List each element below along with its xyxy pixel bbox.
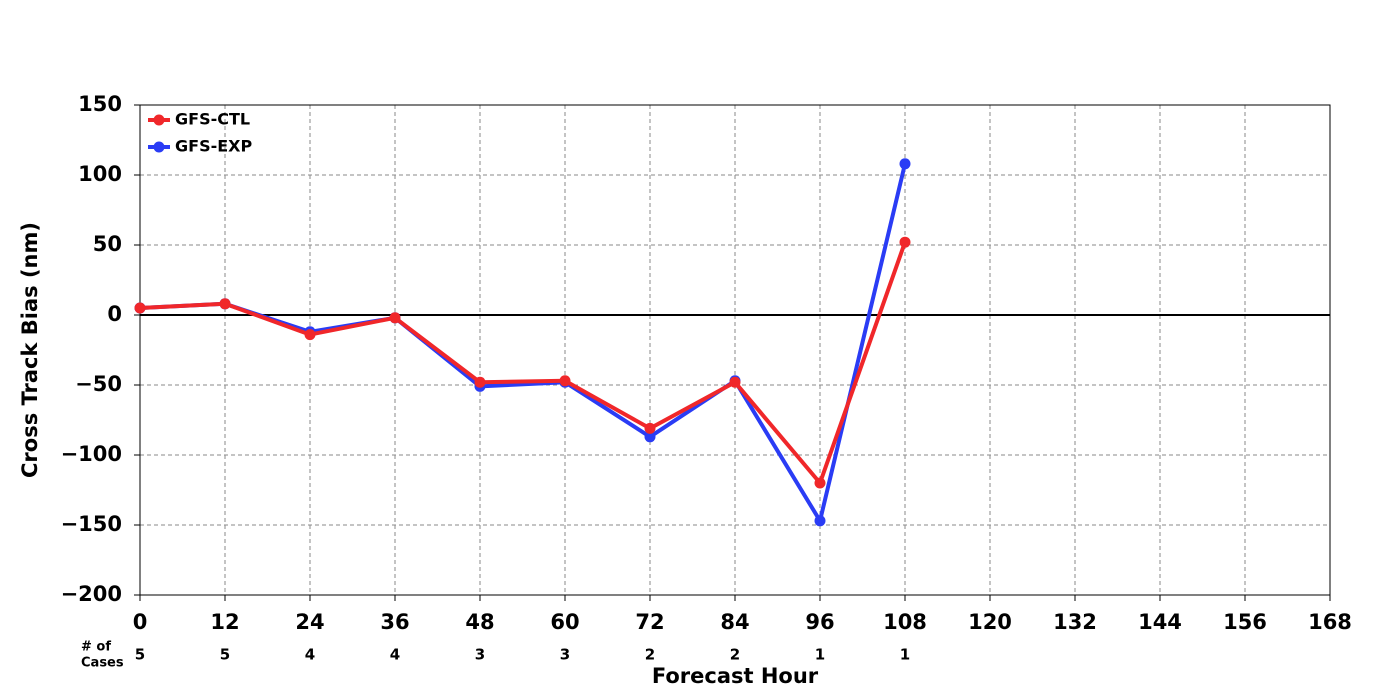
data-point	[899, 158, 911, 170]
data-point	[219, 298, 231, 310]
case-count: 2	[730, 646, 740, 664]
case-count: 4	[305, 646, 315, 664]
x-tick-label: 84	[720, 610, 749, 634]
data-point	[389, 312, 401, 324]
x-tick-label: 72	[635, 610, 664, 634]
data-point	[474, 376, 486, 388]
series-line	[139, 163, 907, 523]
x-axis-label: Forecast Hour	[652, 664, 819, 688]
x-tick-label: 0	[133, 610, 148, 634]
x-tick-label: 12	[210, 610, 239, 634]
case-count: 3	[475, 646, 485, 664]
data-point	[559, 375, 571, 387]
case-count: 1	[900, 646, 910, 664]
x-tick-label: 156	[1223, 610, 1267, 634]
y-tick-label: 100	[78, 162, 122, 186]
x-tick-label: 132	[1053, 610, 1097, 634]
data-point	[134, 302, 146, 314]
case-count: 2	[645, 646, 655, 664]
y-tick-label: −200	[61, 582, 122, 606]
x-tick-label: 168	[1308, 610, 1352, 634]
case-count: 3	[560, 646, 570, 664]
x-tick-label: 36	[380, 610, 409, 634]
case-count: 5	[135, 646, 145, 664]
data-point	[814, 477, 826, 489]
y-tick-label: 0	[107, 302, 122, 326]
x-tick-label: 60	[550, 610, 579, 634]
y-tick-label: 50	[93, 232, 122, 256]
x-tick-label: 96	[805, 610, 834, 634]
y-tick-label: −150	[61, 512, 122, 536]
x-tick-label: 144	[1138, 610, 1182, 634]
data-point	[304, 329, 316, 341]
legend-marker	[153, 114, 165, 126]
x-tick-label: 24	[295, 610, 324, 634]
legend-label: GFS-EXP	[175, 137, 252, 156]
cases-label: # of	[81, 640, 111, 655]
y-tick-label: −100	[61, 442, 122, 466]
data-point	[729, 376, 741, 388]
y-axis-label: Cross Track Bias (nm)	[18, 222, 42, 478]
data-point	[644, 422, 656, 434]
y-tick-label: 150	[78, 92, 122, 116]
data-point	[899, 236, 911, 248]
case-count: 5	[220, 646, 230, 664]
legend-marker	[153, 141, 165, 153]
case-count: 4	[390, 646, 400, 664]
data-point	[814, 515, 826, 527]
legend-label: GFS-CTL	[175, 110, 250, 129]
data-point	[644, 431, 656, 443]
y-tick-label: −50	[75, 372, 122, 396]
x-tick-label: 108	[883, 610, 927, 634]
x-tick-label: 48	[465, 610, 494, 634]
plot-frame	[139, 104, 1331, 596]
series-line	[139, 241, 907, 485]
cases-label: Cases	[81, 656, 124, 671]
x-tick-label: 120	[968, 610, 1012, 634]
case-count: 1	[815, 646, 825, 664]
